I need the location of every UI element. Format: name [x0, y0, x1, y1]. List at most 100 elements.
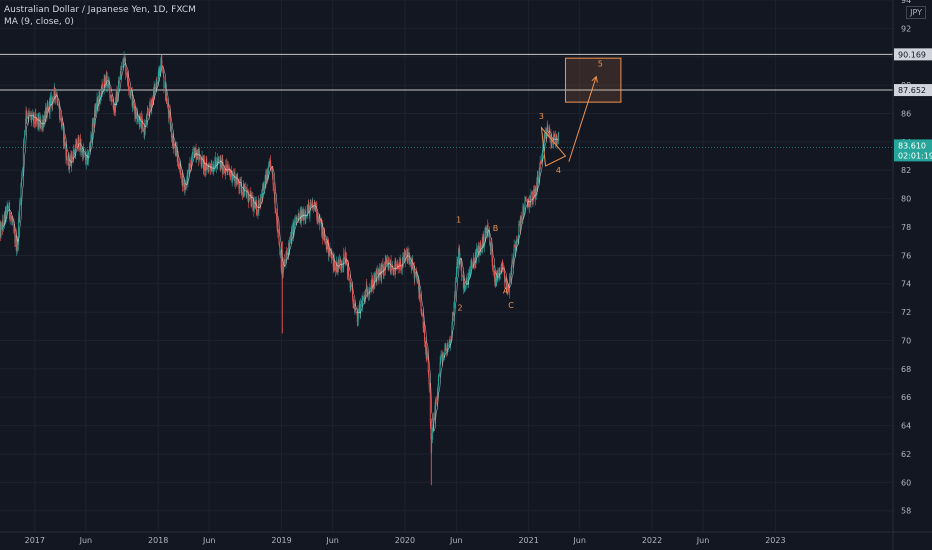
- candle-body: [496, 274, 498, 275]
- candle-body: [378, 274, 380, 279]
- candle-body: [532, 200, 534, 202]
- candle-body: [400, 260, 401, 268]
- candle-body: [200, 164, 202, 166]
- candle-body: [252, 202, 254, 207]
- candle-body: [224, 169, 226, 172]
- candle-body: [251, 195, 253, 197]
- candle-body: [450, 340, 452, 346]
- candle-body: [285, 252, 287, 258]
- candle-body: [436, 393, 438, 401]
- candle-body: [515, 246, 517, 251]
- candle-body: [38, 117, 40, 128]
- candle-body: [328, 254, 330, 256]
- candle-body: [50, 96, 52, 100]
- symbol-title[interactable]: Australian Dollar / Japanese Yen, 1D, FX…: [4, 5, 196, 15]
- candle-body: [6, 206, 8, 219]
- candle-body: [175, 147, 177, 156]
- candle-body: [61, 122, 63, 128]
- candle-body: [23, 136, 25, 140]
- candle-body: [108, 82, 109, 86]
- candle-body: [231, 178, 233, 182]
- candle-body: [477, 246, 479, 253]
- candle-body: [419, 294, 421, 298]
- candle-body: [77, 138, 79, 146]
- candle-body: [279, 245, 281, 256]
- candle-body: [266, 169, 268, 183]
- candle-body: [73, 150, 75, 155]
- candle-body: [518, 223, 520, 226]
- currency-button[interactable]: JPY: [906, 6, 926, 19]
- candle-body: [404, 253, 406, 255]
- candle-body: [318, 216, 320, 220]
- candle-body: [32, 113, 34, 115]
- candle-body: [193, 152, 195, 154]
- candle-body: [359, 304, 361, 311]
- candle-body: [329, 252, 331, 254]
- level-tag: [894, 84, 932, 97]
- candle-body: [262, 186, 264, 198]
- candle-body: [518, 223, 520, 238]
- candle-body: [63, 124, 64, 143]
- candle-body: [500, 264, 502, 273]
- candle-body: [219, 160, 221, 162]
- candle-body: [122, 66, 124, 67]
- candle-body: [511, 259, 513, 265]
- candle-body: [542, 150, 543, 161]
- wave-label: 3: [539, 112, 544, 121]
- candle-body: [47, 104, 49, 108]
- candle-body: [139, 116, 141, 128]
- candle-body: [426, 352, 428, 356]
- candle-body: [217, 160, 219, 161]
- candle-body: [549, 128, 551, 137]
- candle-body: [89, 146, 91, 147]
- candle-body: [251, 196, 252, 207]
- candle-body: [420, 306, 422, 312]
- y-tick-label: 58: [901, 507, 911, 516]
- indicator-label[interactable]: MA (9, close, 0): [4, 17, 74, 27]
- candle-body: [535, 188, 537, 197]
- candle-body: [71, 152, 73, 166]
- candle-body: [539, 163, 541, 176]
- candle-body: [227, 166, 229, 167]
- candle-body: [94, 109, 96, 123]
- candle-body: [165, 85, 167, 101]
- candle-body: [469, 271, 470, 277]
- candle-body: [416, 272, 418, 280]
- candle-body: [180, 164, 182, 178]
- candle-body: [13, 222, 15, 231]
- candle-body: [196, 151, 198, 160]
- candle-body: [491, 254, 493, 262]
- candle-body: [352, 297, 354, 302]
- candle-body: [187, 169, 189, 184]
- candle-body: [388, 261, 390, 269]
- candle-body: [554, 135, 556, 137]
- candle-body: [64, 140, 66, 146]
- candle-body: [338, 260, 340, 269]
- candle-body: [557, 132, 559, 139]
- candle-body: [419, 286, 420, 298]
- candle-body: [345, 252, 347, 261]
- candle-body: [137, 113, 139, 122]
- candle-body: [351, 284, 353, 290]
- candle-body: [456, 262, 458, 273]
- x-tick-label: 2019: [271, 536, 291, 545]
- candle-body: [115, 97, 117, 113]
- candle-body: [537, 183, 539, 186]
- candle-body: [458, 248, 460, 263]
- candle-body: [324, 237, 326, 245]
- candle-body: [523, 210, 525, 216]
- y-tick-label: 72: [901, 308, 911, 317]
- candle-body: [163, 72, 165, 78]
- moving-average-line: [3, 62, 559, 432]
- candle-body: [513, 245, 515, 246]
- candle-body: [89, 146, 91, 152]
- candle-body: [224, 172, 226, 175]
- candle-body: [354, 304, 356, 310]
- candle-body: [90, 134, 92, 144]
- candle-body: [78, 149, 80, 151]
- candle-body: [33, 113, 35, 123]
- candle-body: [324, 234, 325, 239]
- candle-body: [227, 168, 228, 171]
- candle-body: [0, 226, 2, 237]
